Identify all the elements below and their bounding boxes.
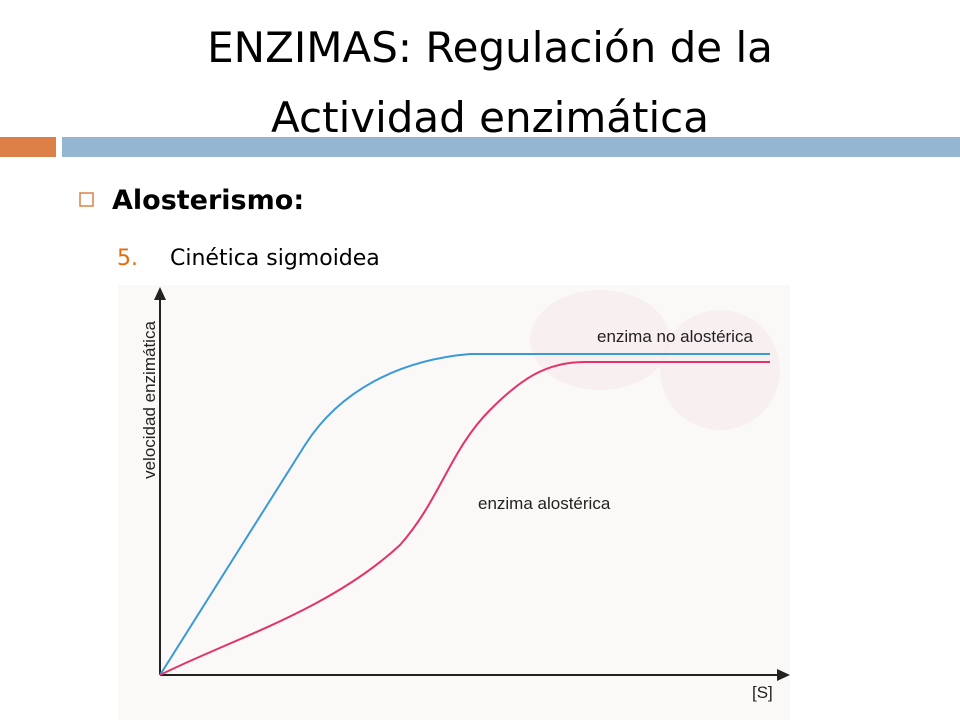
item-text: Cinética sigmoidea: [170, 246, 380, 271]
figure: velocidad enzimática [S] enzima no alost…: [118, 285, 790, 720]
accent-bar: [0, 137, 56, 157]
x-axis-label: [S]: [752, 683, 773, 702]
arrowhead: [154, 287, 166, 300]
y-axis-label: velocidad enzimática: [140, 321, 159, 479]
curve-label: enzima alostérica: [478, 494, 611, 513]
curve-allosteric: [159, 361, 770, 676]
arrowhead: [777, 669, 790, 681]
bullet-box: [79, 192, 94, 207]
title-line: ENZIMAS: Regulación de la: [207, 23, 773, 72]
faint-blob: [660, 310, 780, 430]
bullet-text: Alosterismo:: [112, 185, 304, 216]
curve-non-allosteric: [159, 353, 770, 676]
accent-bar: [62, 137, 960, 157]
curve-label: enzima no alostérica: [597, 327, 753, 346]
faint-blob: [530, 290, 670, 390]
item-number: 5.: [117, 246, 138, 271]
title-line: Actividad enzimática: [271, 93, 709, 142]
